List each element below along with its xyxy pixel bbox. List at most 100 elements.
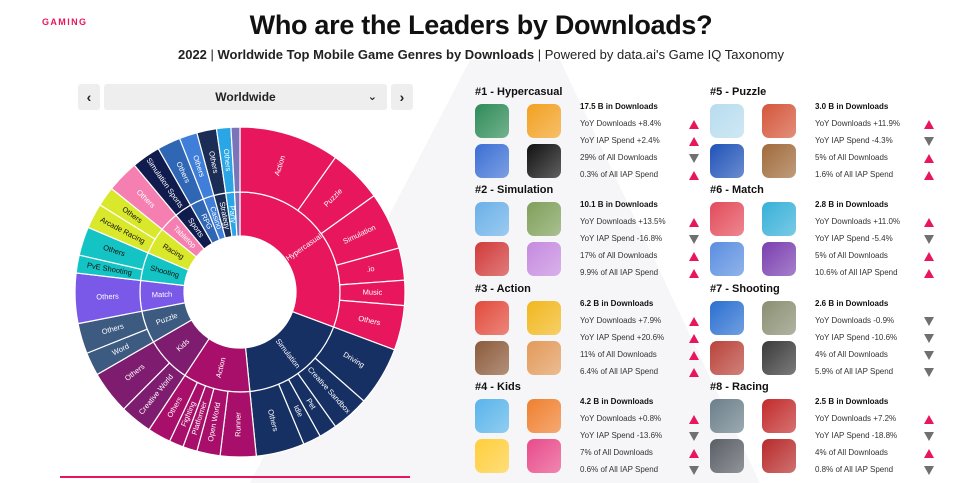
downloads-total: 2.8 B in Downloads xyxy=(815,200,889,209)
app-icon[interactable] xyxy=(762,202,796,236)
app-icon[interactable] xyxy=(527,202,561,236)
app-icon[interactable] xyxy=(475,341,509,375)
arrow-down-icon xyxy=(924,432,934,441)
app-icon[interactable] xyxy=(475,104,509,138)
genre-panel-3: #3 - Action 6.2 B in Downloads YoY Downloa… xyxy=(475,283,725,378)
region-next-button[interactable]: › xyxy=(391,84,413,110)
arrow-up-icon xyxy=(689,171,699,180)
arrow-up-icon xyxy=(689,218,699,227)
chevron-down-icon: ⌄ xyxy=(367,91,377,103)
genre-stat: 6.4% of All IAP Spend xyxy=(580,367,659,376)
arrow-down-icon xyxy=(924,235,934,244)
app-icon[interactable] xyxy=(710,144,744,178)
genre-title: #5 - Puzzle xyxy=(710,86,767,98)
genre-stat: 9.9% of All IAP Spend xyxy=(580,268,659,277)
genre-stat: 7% of All Downloads xyxy=(580,448,653,457)
app-icon[interactable] xyxy=(475,144,509,178)
downloads-total: 6.2 B in Downloads xyxy=(580,299,654,308)
genre-stat: YoY IAP Spend -5.4% xyxy=(815,234,893,243)
arrow-up-icon xyxy=(689,269,699,278)
app-icon[interactable] xyxy=(710,341,744,375)
app-icon[interactable] xyxy=(710,439,744,473)
downloads-total: 17.5 B in Downloads xyxy=(580,102,658,111)
subtitle-year: 2022 xyxy=(177,47,207,62)
app-icon[interactable] xyxy=(527,144,561,178)
app-icon[interactable] xyxy=(762,301,796,335)
downloads-total: 4.2 B in Downloads xyxy=(580,397,654,406)
app-icon[interactable] xyxy=(527,104,561,138)
genre-title: #8 - Racing xyxy=(710,381,769,393)
app-icon[interactable] xyxy=(475,439,509,473)
genre-panel-2: #2 - Simulation 10.1 B in Downloads YoY Do… xyxy=(475,184,725,279)
genre-stat: 1.6% of All IAP Spend xyxy=(815,170,894,179)
outer-slice-unlabeled[interactable] xyxy=(230,126,241,193)
genre-stat: YoY Downloads +7.2% xyxy=(815,414,897,423)
genre-panel-8: #8 - Racing 2.5 B in Downloads YoY Downloa… xyxy=(710,381,960,476)
genre-sunburst-chart: HypercasualSimulationActionKidsPuzzleMat… xyxy=(74,126,406,458)
arrow-up-icon xyxy=(924,171,934,180)
region-selected-value: Worldwide xyxy=(215,90,276,104)
genre-stat: YoY IAP Spend -13.6% xyxy=(580,431,663,440)
app-icon[interactable] xyxy=(762,439,796,473)
inner-label-match: Match xyxy=(152,290,173,300)
arrow-up-icon xyxy=(689,252,699,261)
genre-title: #2 - Simulation xyxy=(475,184,554,196)
arrow-down-icon xyxy=(689,154,699,163)
arrow-up-icon xyxy=(924,120,934,129)
app-icon[interactable] xyxy=(475,399,509,433)
arrow-up-icon xyxy=(689,351,699,360)
app-icon[interactable] xyxy=(710,104,744,138)
app-icon[interactable] xyxy=(527,399,561,433)
genre-stat: 0.6% of All IAP Spend xyxy=(580,465,659,474)
genre-stat: YoY Downloads +13.5% xyxy=(580,217,666,226)
app-icon[interactable] xyxy=(762,341,796,375)
region-prev-button[interactable]: ‹ xyxy=(78,84,100,110)
genre-panel-4: #4 - Kids 4.2 B in Downloads YoY Downloads… xyxy=(475,381,725,476)
app-icon[interactable] xyxy=(762,399,796,433)
genre-panel-5: #5 - Puzzle 3.0 B in Downloads YoY Downloa… xyxy=(710,86,960,181)
outer-label-action-runner: Runner xyxy=(233,412,242,437)
subtitle-separator: | xyxy=(206,47,218,62)
genre-stat: YoY Downloads +11.9% xyxy=(815,119,901,128)
app-icon[interactable] xyxy=(710,399,744,433)
app-icon[interactable] xyxy=(710,202,744,236)
app-icon[interactable] xyxy=(527,439,561,473)
genre-panel-7: #7 - Shooting 2.6 B in Downloads YoY Downl… xyxy=(710,283,960,378)
app-icon[interactable] xyxy=(762,104,796,138)
app-icon[interactable] xyxy=(527,242,561,276)
genre-stat: 0.8% of All IAP Spend xyxy=(815,465,894,474)
chevron-right-icon: › xyxy=(399,89,405,105)
app-icon[interactable] xyxy=(475,242,509,276)
genre-stat: YoY IAP Spend +2.4% xyxy=(580,136,660,145)
genre-stat: 5% of All Downloads xyxy=(815,153,888,162)
app-icon[interactable] xyxy=(475,301,509,335)
genre-title: #6 - Match xyxy=(710,184,764,196)
app-icon[interactable] xyxy=(710,242,744,276)
region-select[interactable]: Worldwide ⌄ xyxy=(104,84,387,110)
app-icon[interactable] xyxy=(710,301,744,335)
downloads-total: 2.5 B in Downloads xyxy=(815,397,889,406)
brand-label: GAMING xyxy=(42,17,88,27)
arrow-up-icon xyxy=(924,154,934,163)
genre-stat: YoY IAP Spend -10.6% xyxy=(815,333,898,342)
genre-stat: 29% of All Downloads xyxy=(580,153,658,162)
genre-stat: YoY Downloads -0.9% xyxy=(815,316,895,325)
arrow-down-icon xyxy=(689,432,699,441)
genre-stat: YoY Downloads +0.8% xyxy=(580,414,662,423)
page-title: Who are the Leaders by Downloads? xyxy=(249,10,713,40)
bottom-accent-rule xyxy=(60,476,410,478)
inner-label-party: Party xyxy=(227,205,238,224)
app-icon[interactable] xyxy=(475,202,509,236)
genre-stat: 5% of All Downloads xyxy=(815,251,888,260)
arrow-up-icon xyxy=(689,120,699,129)
app-icon[interactable] xyxy=(527,341,561,375)
genre-title: #3 - Action xyxy=(475,283,531,295)
app-icon[interactable] xyxy=(762,242,796,276)
outer-label-party-others: Others xyxy=(222,148,233,172)
genre-stat: YoY Downloads +7.9% xyxy=(580,316,662,325)
genre-stat: 0.3% of All IAP Spend xyxy=(580,170,659,179)
outer-label-hypercasual-music: Music xyxy=(363,288,383,297)
app-icon[interactable] xyxy=(527,301,561,335)
app-icon[interactable] xyxy=(762,144,796,178)
genre-stat: YoY IAP Spend +20.6% xyxy=(580,333,665,342)
